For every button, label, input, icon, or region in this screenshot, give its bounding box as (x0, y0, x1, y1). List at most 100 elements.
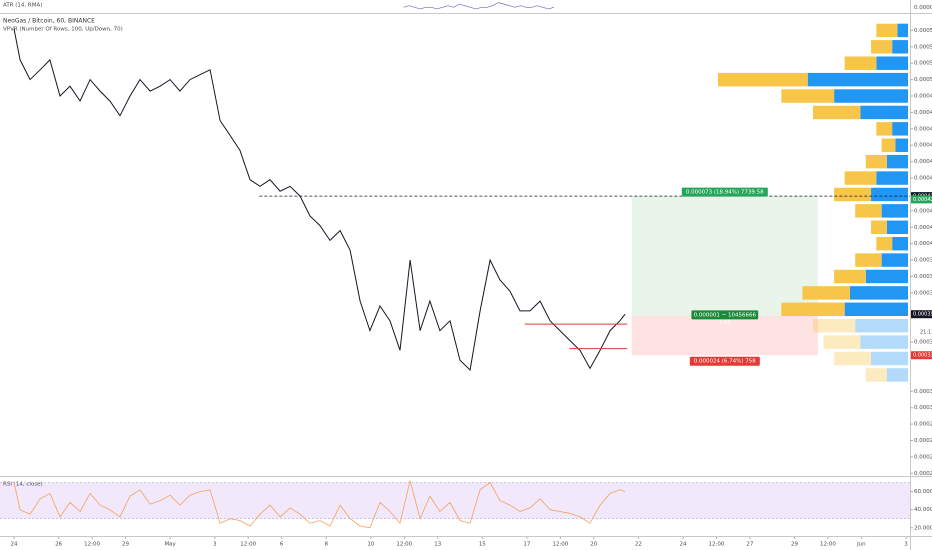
profile-down (844, 56, 877, 70)
x-tick-label: 27 (746, 542, 753, 548)
y-tick-label: 0.000460 (914, 143, 932, 149)
x-tick-label: 12:00 (820, 542, 836, 548)
y-tick-label: 0.000290 (914, 422, 932, 428)
y-tick-label: 0.000500 (914, 77, 932, 83)
countdown: 21:11 (920, 330, 932, 336)
y-tick-label: 0.000260 (914, 471, 932, 477)
profile-down (718, 72, 808, 87)
x-tick-label: 6 (280, 542, 284, 548)
y-tick-label: 0.000380 (914, 274, 932, 280)
profile-down (823, 335, 861, 349)
x-tick-label: 10 (367, 542, 374, 548)
x-tick-label: 15 (479, 542, 486, 548)
x-tick-label: 12:00 (396, 542, 412, 548)
y-tick-label: 0.000450 (914, 159, 932, 165)
profile-down (865, 368, 887, 382)
target-label: 0.000073 (18.94%) 7739.58 (686, 190, 764, 196)
profile-up (892, 236, 908, 251)
stop-label-box (689, 356, 760, 366)
profile-down (781, 89, 835, 103)
profile-up (855, 318, 908, 333)
rsi-line (13, 480, 626, 529)
x-tick-label: 24 (11, 542, 18, 548)
x-tick-label: 3 (213, 542, 217, 548)
profile-up (895, 138, 908, 152)
profile-down (871, 220, 887, 235)
profile-up (886, 220, 908, 235)
price-tag-label: 0.000427 (913, 197, 932, 203)
y-tick-label: 0.000340 (914, 340, 932, 346)
y-tick-label: 0.000470 (914, 126, 932, 132)
profile-down (876, 122, 893, 136)
profile-down (834, 269, 866, 284)
profile-up (871, 351, 908, 366)
profit-zone (631, 196, 818, 316)
profile-up (876, 171, 908, 185)
price-tag (911, 195, 932, 204)
y-tick-label: 0.000530 (914, 28, 932, 34)
y-tick-label: 0.000310 (914, 389, 932, 395)
profile-up (876, 56, 908, 70)
rsi-title[interactable]: RSI (14, close) (3, 482, 43, 488)
y-tick-label: 0.000510 (914, 61, 932, 67)
y-tick-label: 0.000420 (914, 208, 932, 214)
profile-down (876, 236, 893, 251)
x-tick-label: 29 (122, 542, 129, 548)
entry-sub: 1.86 (719, 319, 732, 325)
profile-down (813, 105, 861, 120)
x-tick-label: 12:00 (552, 542, 568, 548)
atr-title: ATR (14, RMA) (3, 3, 42, 9)
profile-up (807, 72, 908, 87)
profile-up (834, 89, 908, 103)
y-tick-label: 0.000390 (914, 258, 932, 264)
y-tick-label: 0.000400 (914, 241, 932, 247)
x-tick-label: 13 (434, 542, 441, 548)
profile-up (849, 286, 908, 300)
profile-up (881, 204, 908, 218)
entry-label-box (691, 310, 759, 320)
x-tick-label: 8 (324, 542, 328, 548)
target-label-box (681, 187, 768, 197)
profile-down (855, 204, 882, 218)
profile-down (876, 23, 898, 38)
profile-down (834, 351, 872, 366)
profile-down (871, 40, 893, 54)
y-tick-label: 0.000440 (914, 176, 932, 182)
price-tag-label: 0.000357 (913, 312, 932, 318)
atr-tick-label: 0.00000 (914, 5, 932, 11)
profile-down (802, 286, 850, 300)
x-tick-label: 29 (791, 542, 798, 548)
profile-down (881, 138, 896, 152)
y-tick-label: 0.000520 (914, 44, 932, 50)
price-line (13, 28, 626, 372)
symbol-title[interactable]: NeoGas / Bitcoin, 60, BINANCE (3, 18, 95, 25)
price-tag-label: 0.000332 (913, 353, 932, 359)
rsi-tick-label: 20.0000 (914, 525, 932, 531)
y-tick-label: 0.000490 (914, 94, 932, 100)
profile-up (886, 154, 908, 169)
x-tick-label: 26 (55, 542, 62, 548)
x-tick-label: 24 (680, 542, 687, 548)
profile-down (781, 302, 845, 317)
y-tick-label: 0.000280 (914, 438, 932, 444)
vpvr-title[interactable]: VPVR (Number Of Rows, 100, Up/Down, 70) (3, 27, 123, 33)
profile-up (871, 187, 908, 202)
x-tick-label: 22 (635, 542, 642, 548)
x-tick-label: 20 (590, 542, 597, 548)
atr-line (403, 2, 555, 10)
x-tick-label: 12:00 (240, 542, 256, 548)
profile-down (834, 187, 872, 202)
profile-up (881, 253, 908, 267)
y-tick-label: 0.000370 (914, 290, 932, 296)
profile-up (892, 122, 908, 136)
price-tag (911, 310, 932, 319)
x-tick-label: Jun (856, 542, 866, 548)
profile-up (844, 302, 908, 317)
rsi-band (0, 482, 910, 519)
y-tick-label: 0.000480 (914, 110, 932, 116)
profile-down (865, 154, 887, 169)
x-tick-label: 12:00 (84, 542, 100, 548)
x-tick-label: 12:00 (709, 542, 725, 548)
